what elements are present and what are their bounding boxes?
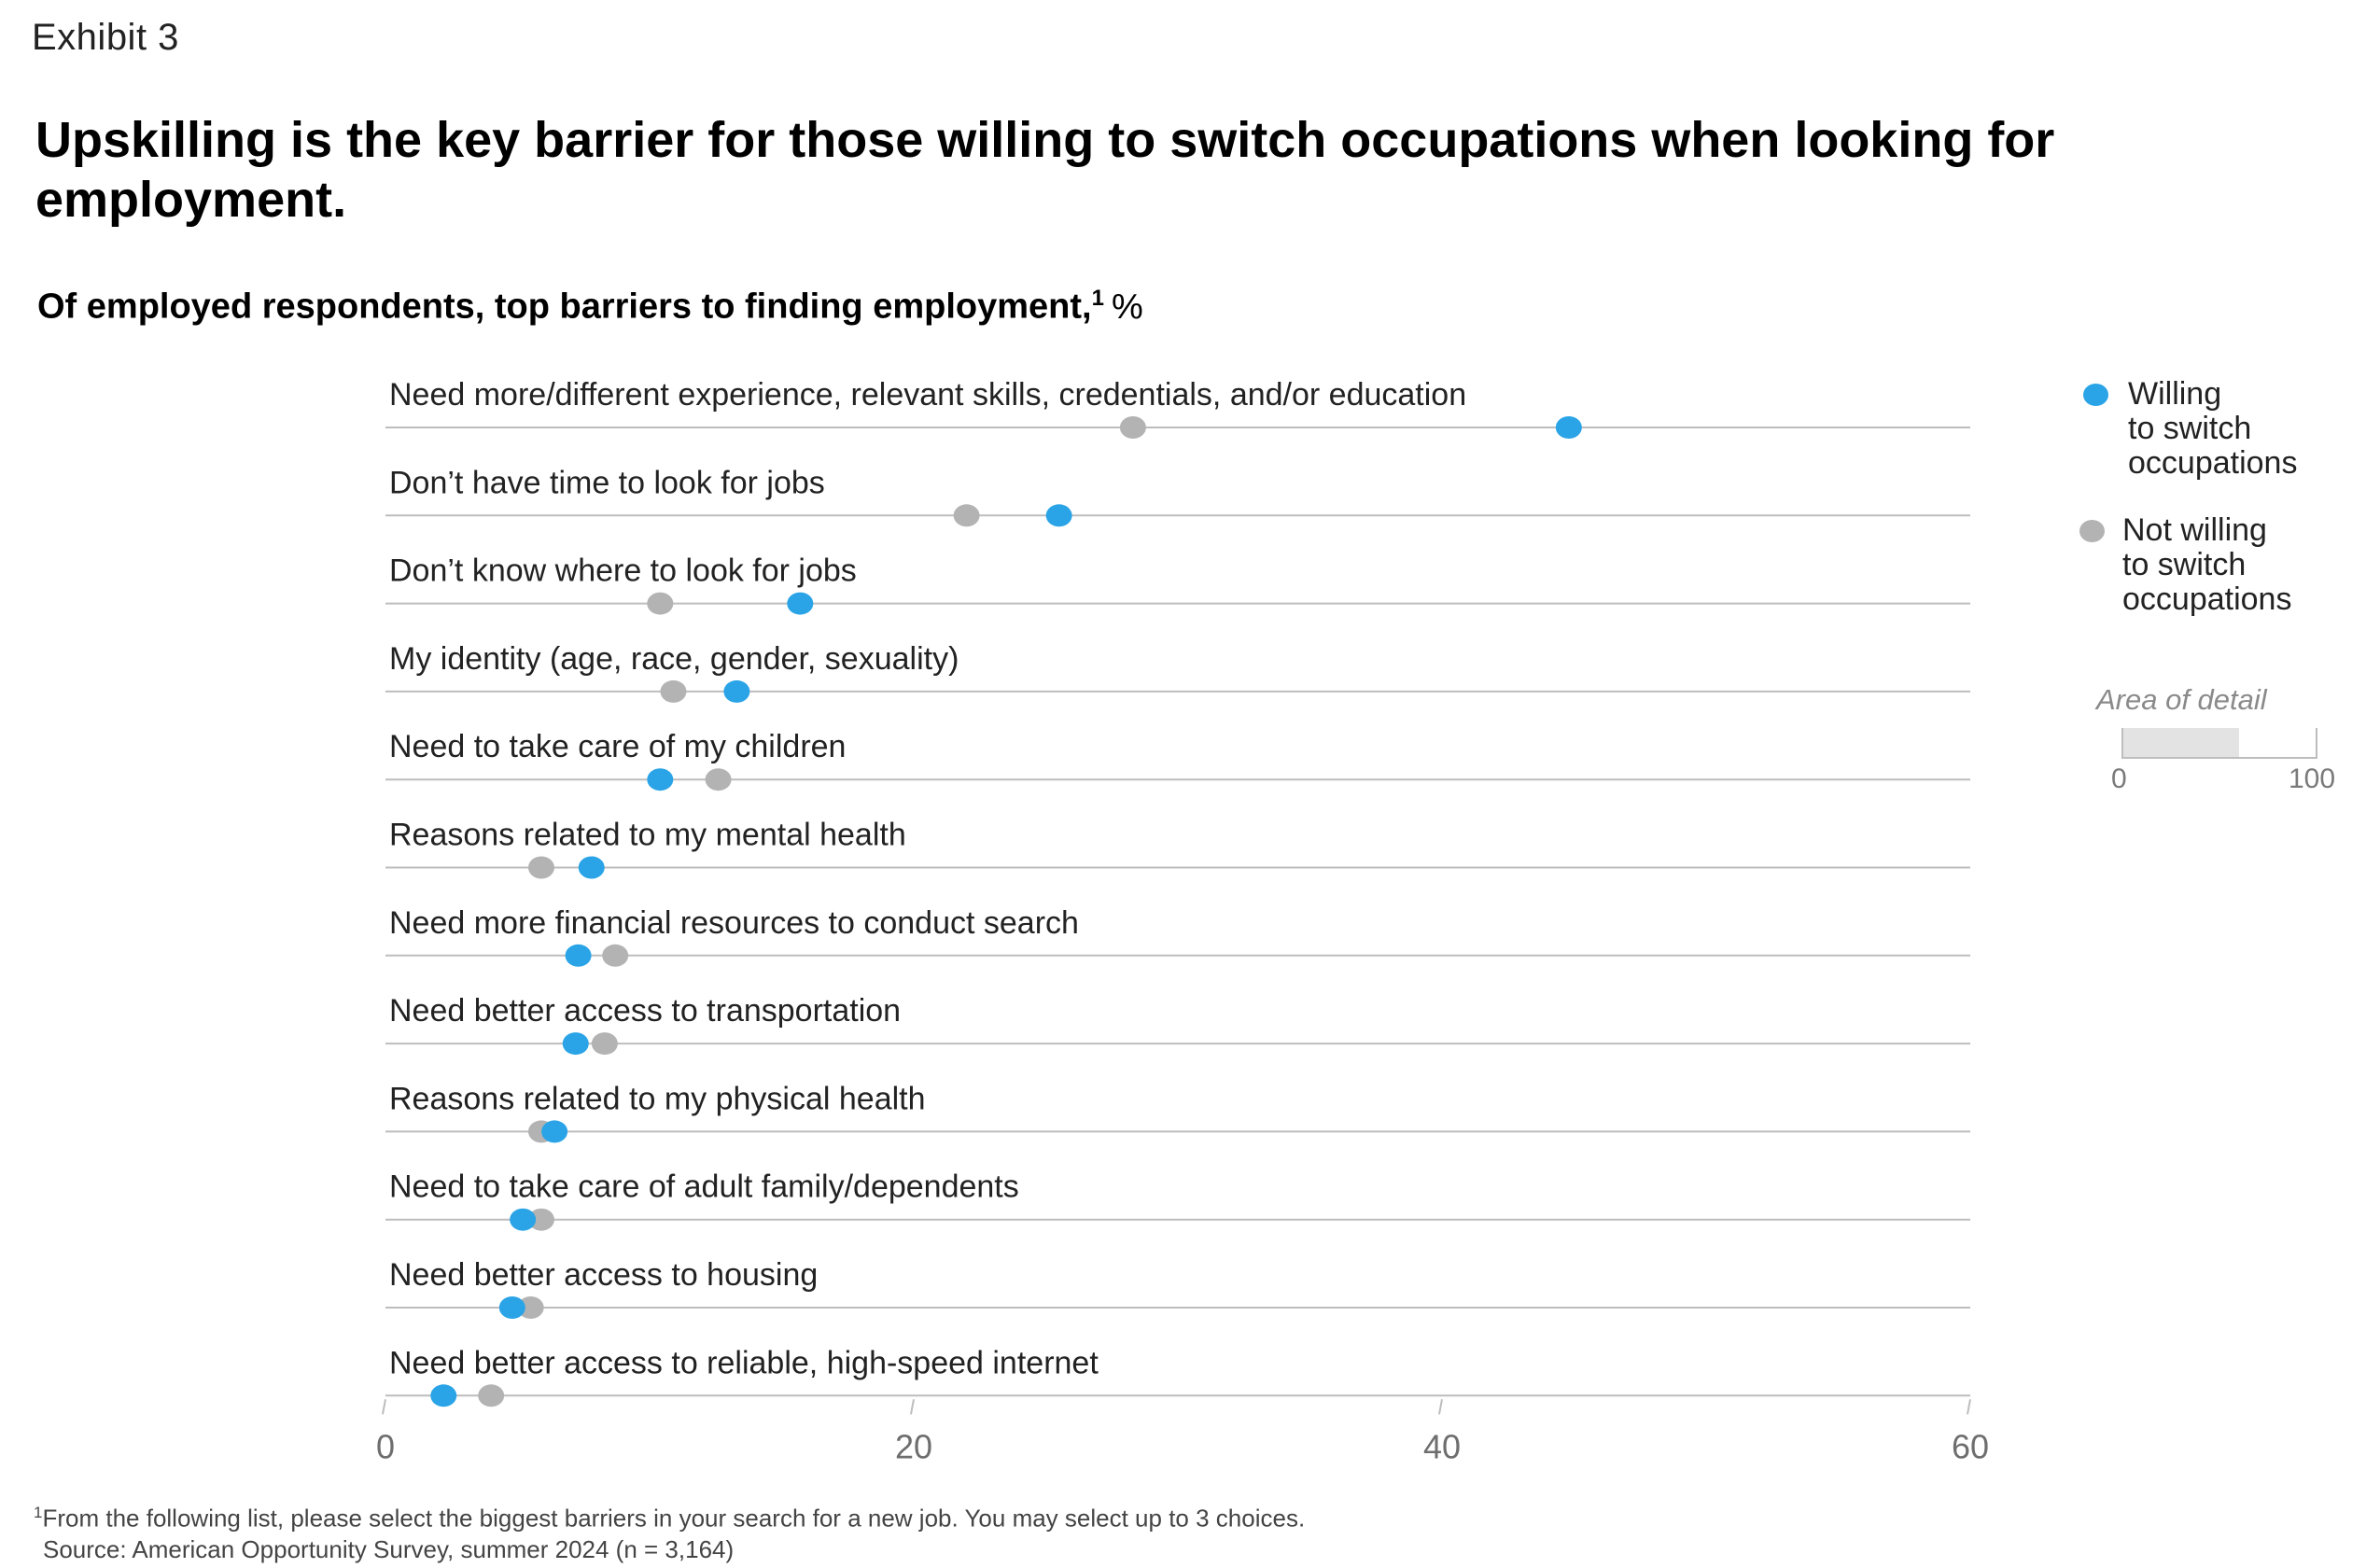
legend-willing-marker <box>2083 384 2108 406</box>
x-tick <box>910 1399 915 1415</box>
subtitle-text: Of employed respondents, top barriers to… <box>37 287 1092 327</box>
area-of-detail-fill <box>2121 728 2239 758</box>
point-willing <box>541 1120 568 1143</box>
chart-headline: Upskilling is the key barrier for those … <box>35 112 2055 228</box>
point-willing <box>578 856 605 879</box>
point-willing <box>1045 504 1072 527</box>
point-not-willing <box>591 1032 618 1056</box>
category-label: Need more financial resources to conduct… <box>389 905 1079 941</box>
subtitle-unit: % <box>1111 287 1143 327</box>
area-of-detail-title: Area of detail <box>2096 683 2267 716</box>
x-tick-label: 0 <box>376 1427 395 1465</box>
point-willing <box>510 1208 537 1231</box>
point-willing <box>1555 416 1582 439</box>
x-tick <box>1967 1399 1971 1415</box>
footnote-text-line: 1From the following list, please select … <box>34 1497 1305 1534</box>
legend-not-willing-marker <box>2079 520 2105 542</box>
area-of-detail-tick-min <box>2121 728 2123 758</box>
x-tick <box>1438 1399 1443 1415</box>
area-of-detail: Area of detail 0 100 <box>2096 683 2335 795</box>
chart-subtitle: Of employed respondents, top barriers to… <box>37 286 1143 328</box>
category-label: Need better access to transportation <box>389 993 901 1029</box>
category-label: Need better access to housing <box>389 1257 818 1293</box>
point-not-willing <box>602 944 629 967</box>
x-tick-label: 60 <box>1952 1427 1989 1465</box>
x-tick <box>382 1399 386 1415</box>
point-willing <box>430 1384 457 1407</box>
subtitle-footnote-marker: 1 <box>1091 286 1104 311</box>
area-of-detail-tick-max <box>2316 728 2317 758</box>
source-line: Source: American Opportunity Survey, sum… <box>43 1534 735 1563</box>
point-not-willing <box>478 1384 505 1407</box>
dot-plot-chart: Need more/different experience, relevant… <box>376 377 1989 1465</box>
point-willing <box>562 1032 589 1056</box>
category-label: Don’t have time to look for jobs <box>389 465 825 500</box>
point-not-willing <box>953 504 980 527</box>
exhibit-label: Exhibit 3 <box>32 17 179 58</box>
legend-willing-label: Willing to switch occupations <box>2128 376 2298 481</box>
category-label: Need to take care of my children <box>389 729 846 764</box>
point-not-willing <box>705 768 732 791</box>
category-label: My identity (age, race, gender, sexualit… <box>389 641 959 677</box>
point-not-willing <box>647 592 674 615</box>
area-of-detail-axis <box>2121 757 2317 759</box>
footnote: 1From the following list, please select … <box>34 1497 1305 1565</box>
point-not-willing <box>527 856 554 879</box>
point-willing <box>787 592 814 615</box>
point-not-willing <box>1119 416 1146 439</box>
category-label: Don’t know where to look for jobs <box>389 553 857 589</box>
category-label: Need better access to reliable, high-spe… <box>389 1345 1099 1380</box>
area-of-detail-scale <box>2121 728 2317 759</box>
point-not-willing <box>660 679 687 703</box>
category-label: Reasons related to my physical health <box>389 1081 926 1116</box>
footnote-marker: 1 <box>34 1504 43 1521</box>
point-willing <box>647 768 674 791</box>
legend-not-willing-label: Not willing to switch occupations <box>2122 512 2292 617</box>
area-of-detail-max-label: 100 <box>2289 763 2336 794</box>
category-label: Need to take care of adult family/depend… <box>389 1169 1019 1205</box>
point-willing <box>565 944 592 967</box>
point-not-willing <box>527 1208 554 1231</box>
x-tick-label: 40 <box>1423 1427 1461 1465</box>
footnote-text: From the following list, please select t… <box>42 1504 1306 1533</box>
category-label: Reasons related to my mental health <box>389 818 906 853</box>
category-label: Need more/different experience, relevant… <box>389 377 1466 413</box>
x-tick-label: 20 <box>895 1427 932 1465</box>
area-of-detail-min-label: 0 <box>2111 763 2127 794</box>
point-willing <box>498 1296 525 1319</box>
point-willing <box>723 679 750 703</box>
point-not-willing <box>517 1296 544 1319</box>
